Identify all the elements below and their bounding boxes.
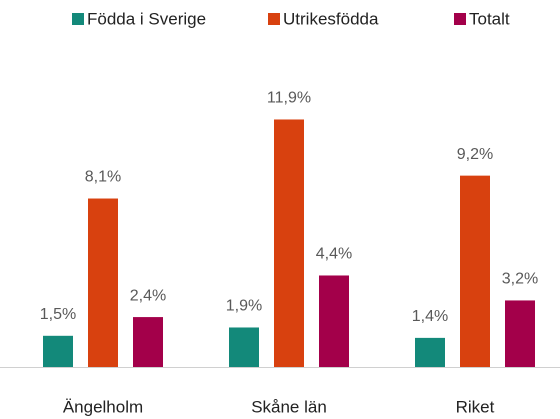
legend-swatch [268, 13, 280, 25]
legend-swatch [454, 13, 466, 25]
x-tick-label: Riket [456, 397, 495, 416]
value-label: 4,4% [316, 246, 352, 263]
x-tick-label: Skåne län [251, 397, 327, 416]
value-label: 1,5% [40, 306, 76, 323]
bar [505, 300, 535, 367]
legend-label: Födda i Sverige [87, 9, 206, 28]
bar [319, 275, 349, 367]
value-label: 2,4% [130, 287, 166, 304]
value-label: 3,2% [502, 271, 538, 288]
bar [460, 175, 490, 367]
bar [415, 337, 445, 367]
bar [43, 335, 73, 367]
bar [88, 198, 118, 367]
legend-swatch [72, 13, 84, 25]
value-label: 8,1% [85, 169, 121, 186]
value-label: 1,9% [226, 298, 262, 315]
legend-label: Totalt [469, 9, 510, 28]
value-label: 1,4% [412, 308, 448, 325]
value-label: 11,9% [267, 90, 311, 107]
x-tick-label: Ängelholm [63, 397, 143, 416]
bar [274, 119, 304, 367]
legend-label: Utrikesfödda [283, 9, 379, 28]
bar [133, 317, 163, 367]
value-label: 9,2% [457, 146, 493, 163]
bar [229, 327, 259, 367]
